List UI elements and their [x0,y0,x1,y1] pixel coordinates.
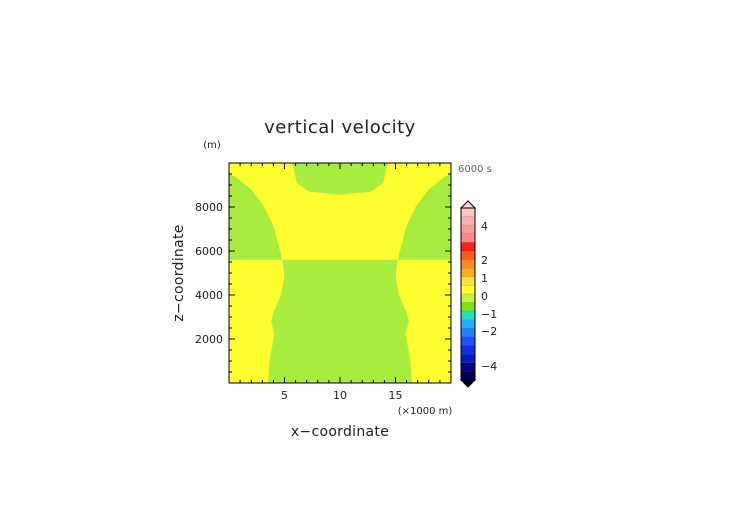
y-tick-label: 2000 [195,333,223,346]
chart-title: vertical velocity [264,117,416,138]
colorbar-swatch [461,371,475,380]
colorbar-swatch [461,354,475,363]
colorbar-swatch [461,319,475,329]
colorbar-label: −2 [481,325,497,338]
colorbar-swatch [461,311,475,320]
y-axis-label: z−coordinate [171,224,187,321]
colorbar-swatch [461,268,475,277]
colorbar-swatch [461,225,475,234]
region-upper-right-edge [397,174,451,260]
colorbar-swatch [461,242,475,251]
colorbar-swatch [461,251,475,260]
x-tick-label: 5 [281,389,288,402]
colorbar: 4 2 1 0 −1 −2 −4 [459,200,497,388]
colorbar-swatch [461,216,475,226]
x-tick-label: 15 [389,389,403,402]
y-tick-label: 8000 [195,201,223,214]
colorbar-swatch [461,362,475,372]
y-unit-label: (m) [203,140,221,151]
y-tick-label: 4000 [195,289,223,302]
colorbar-swatch [461,294,475,303]
colorbar-swatch [461,337,475,346]
colorbar-swatch [461,208,475,217]
region-upper-top-center [292,163,388,195]
colorbar-label: −4 [481,360,497,373]
region-lower-center-column [267,259,413,383]
colorbar-label: 2 [481,254,488,267]
colorbar-top-arrow [459,200,477,209]
colorbar-bottom-arrow [459,379,477,388]
colorbar-swatch [461,345,475,355]
colorbar-swatch [461,233,475,243]
x-tick-label: 10 [333,389,347,402]
y-tick-label: 6000 [195,245,223,258]
region-upper-left-edge [229,174,283,260]
colorbar-frame [460,207,476,381]
x-axis-label: x−coordinate [291,424,389,440]
x-unit-label: (×1000 m) [398,406,453,417]
colorbar-label: 0 [481,290,488,303]
colorbar-swatch [461,259,475,269]
plot-area: 5 10 15 2000 4000 6000 8000 [195,162,452,402]
time-label: 6000 s [458,164,492,175]
colorbar-swatch [461,328,475,337]
colorbar-swatch [461,285,475,294]
colorbar-swatch [461,302,475,312]
colorbar-swatch [461,276,475,286]
colorbar-label: 1 [481,272,488,285]
colorbar-label: −1 [481,308,497,321]
colorbar-label: 4 [481,220,488,233]
